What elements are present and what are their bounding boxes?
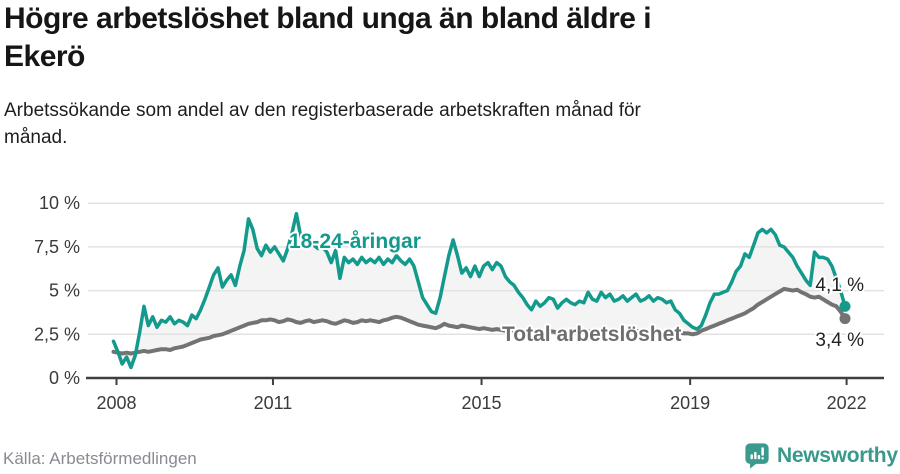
series-end-dot-total [839,313,851,325]
series-label-total: Total arbetslöshet [502,323,681,346]
chart-subtitle: Arbetssökande som andel av den registerb… [4,97,884,151]
y-axis-tick-label: 0 % [49,368,80,388]
end-value-label-youth: 4,1 % [815,275,864,296]
y-axis-tick-label: 2,5 % [34,324,80,344]
x-axis-tick-label: 2015 [462,393,502,413]
y-axis-tick-label: 5 % [49,281,80,301]
x-axis-tick-label: 2019 [670,393,710,413]
newsworthy-bubble-icon [745,443,769,469]
series-line-total [111,286,847,356]
y-axis-tick-label: 7,5 % [34,237,80,257]
series-line-youth [111,211,847,370]
end-value-label-total: 3,4 % [815,330,864,351]
newsworthy-wordmark: Newsworthy [777,443,898,467]
chart-subtitle-line1: Arbetssökande som andel av den registerb… [4,100,641,121]
source-note: Källa: Arbetsförmedlingen [3,449,197,468]
chart-subtitle-line2: månad. [4,127,68,148]
y-axis-tick-label: 10 % [39,193,80,213]
x-axis-tick-label: 2011 [254,393,293,413]
series-label-youth: 18-24-åringar [289,230,421,253]
chart-title-line2: Ekerö [4,40,85,73]
x-axis-tick-label: 2008 [96,393,136,413]
x-axis-tick-label: 2022 [827,393,867,413]
header: Högre arbetslöshet bland unga än bland ä… [4,0,652,76]
chart-title: Högre arbetslöshet bland unga än bland ä… [4,0,652,76]
series-end-dot-youth [839,300,851,312]
newsworthy-logo[interactable]: Newsworthy [744,442,898,469]
chart-title-line1: Högre arbetslöshet bland unga än bland ä… [4,2,652,35]
